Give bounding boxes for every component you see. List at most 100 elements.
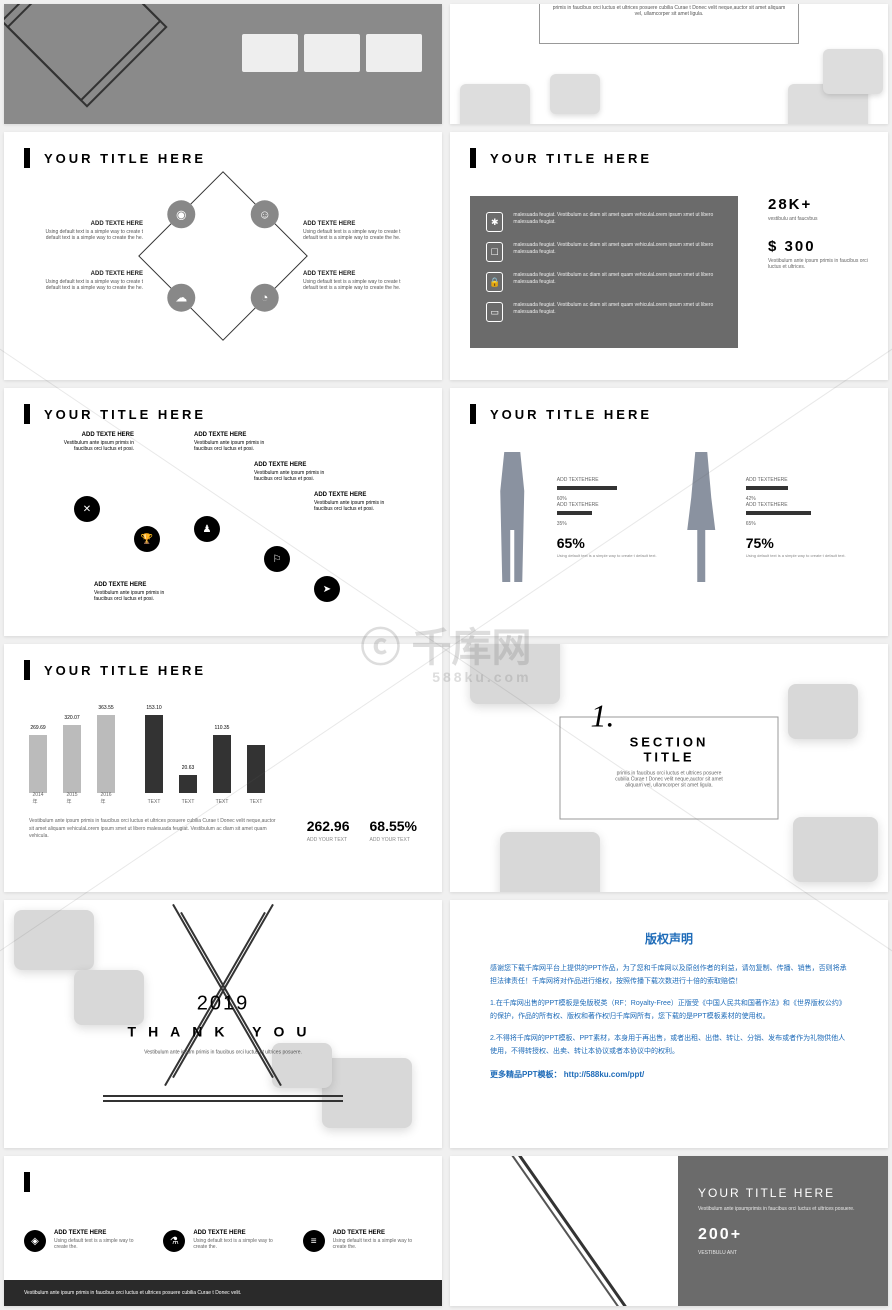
- atom-icon: ✱: [486, 212, 503, 232]
- item-desc: Using default text is a simple way to cr…: [333, 1238, 422, 1250]
- title-marker: [24, 404, 30, 424]
- copyright-paragraph: 2.不得将千库网的PPT模板、PPT素材，本身用于再出售，或者出租、出借、转让、…: [490, 1033, 848, 1058]
- stat-desc: Using default text is a simple way to cr…: [746, 553, 846, 558]
- metric-label: ADD YOUR TEXT: [370, 837, 417, 843]
- stat-label: ADD TEXTEHERE: [557, 502, 657, 508]
- title-marker: [470, 404, 476, 424]
- panel-title: YOUR TITLE HERE: [698, 1186, 868, 1200]
- info-block: ADD TEXTE HEREUsing default text is a si…: [43, 271, 143, 291]
- decorative-square: [500, 832, 600, 892]
- bordered-text-box: primis in faucibus orci luctus et ultric…: [539, 4, 799, 44]
- big-percentage: 75%: [746, 535, 846, 551]
- info-block: ADD TEXTE HERE Using default text is a si…: [43, 221, 143, 241]
- bar: 269.692014年: [29, 735, 47, 793]
- title-marker: [24, 660, 30, 680]
- thank-you-block: 2019 THANK YOU Vestibulum ante ipsum pri…: [128, 993, 319, 1056]
- label-text: Vestibulum ante ipsum primis in faucibus…: [194, 440, 284, 452]
- progress-bar: [557, 486, 617, 490]
- slide-title: YOUR TITLE HERE: [490, 407, 652, 422]
- thumbnail: [304, 34, 360, 72]
- item-heading: ADD TEXTE HERE: [54, 1230, 143, 1236]
- stat-desc: vestibulu ant faucvbus: [768, 216, 868, 222]
- user-icon: ☺: [251, 200, 279, 228]
- metric-label: ADD YOUR TEXT: [307, 837, 350, 843]
- section-number: 1.: [591, 698, 728, 735]
- stat-value: 28K+: [768, 196, 868, 213]
- item-text: malesuada feugiat. Vestibulum ac diam si…: [513, 302, 722, 322]
- timeline-label: ADD TEXTE HEREVestibulum ante ipsum prim…: [44, 432, 134, 452]
- timeline-label: ADD TEXTE HEREVestibulum ante ipsum prim…: [254, 462, 344, 482]
- slide-title: YOUR TITLE HERE: [44, 407, 206, 422]
- slide-diagonal: YOUR TITLE HERE Vestibulum ante ipsumpri…: [450, 1156, 888, 1306]
- stat-label: ADD TEXTEHERE: [746, 502, 846, 508]
- info-heading: ADD TEXTE HERE: [43, 221, 143, 227]
- decorative-square: [470, 644, 560, 704]
- female-silhouette: [681, 452, 721, 582]
- progress-bar: [557, 511, 592, 515]
- metric-block: 68.55% ADD YOUR TEXT: [370, 818, 417, 843]
- decorative-square: [322, 1058, 412, 1128]
- info-block: ADD TEXTE HEREUsing default text is a si…: [303, 221, 403, 241]
- label-heading: ADD TEXTE HERE: [44, 432, 134, 438]
- slide-diamond: YOUR TITLE HERE ADD TEXTE HERE Using defa…: [4, 132, 442, 380]
- gauge-icon: ◔: [251, 284, 279, 312]
- eye-icon: ◉: [167, 200, 195, 228]
- thumbnail: [242, 34, 298, 72]
- metric-value: 68.55%: [370, 818, 417, 834]
- person-icon: ♟: [194, 516, 220, 542]
- list-item: 🔒 malesuada feugiat. Vestibulum ac diam s…: [486, 272, 722, 292]
- male-silhouette: [492, 452, 532, 582]
- thumbnail: [366, 34, 422, 72]
- bar: 20.63TEXT: [179, 775, 197, 793]
- info-heading: ADD TEXTE HERE: [43, 271, 143, 277]
- stat-label: ADD TEXTEHERE: [557, 477, 657, 483]
- description-text: primis in faucibus orci luctus et ultric…: [553, 5, 786, 17]
- slide-copyright: 版权声明 感谢您下载千库网平台上提供的PPT作品，为了您和千库网以及原创作者的利…: [450, 900, 888, 1148]
- panel-desc: Vestibulum ante ipsumprimis in faucibus …: [698, 1206, 868, 1214]
- lock-icon: 🔒: [486, 272, 503, 292]
- dark-panel: ✱ malesuada feugiat. Vestibulum ac diam s…: [470, 196, 738, 348]
- stat-value: $ 300: [768, 238, 868, 255]
- gift-icon: ☐: [486, 242, 503, 262]
- metric-block: 262.96 ADD YOUR TEXT: [307, 818, 350, 843]
- label-heading: ADD TEXTE HERE: [194, 432, 284, 438]
- layers-icon: ≡: [303, 1230, 325, 1252]
- info-desc: Using default text is a simple way to cr…: [43, 229, 143, 241]
- list-item: ▭malesuada feugiat. Vestibulum ac diam s…: [486, 302, 722, 322]
- footer-bar: Vestibulum ante ipsum primis in faucibus…: [4, 1280, 442, 1306]
- bar: 153.10TEXT: [145, 715, 163, 793]
- decorative-square: [793, 817, 878, 882]
- label-heading: ADD TEXTE HERE: [94, 582, 184, 588]
- label-heading: ADD TEXTE HERE: [254, 462, 344, 468]
- title-block: YOUR TITLE HERE: [4, 388, 442, 432]
- title-block: YOUR TITLE HERE: [450, 388, 888, 432]
- diamond-icon: ◈: [24, 1230, 46, 1252]
- title-block: YOUR TITLE HERE: [4, 132, 442, 176]
- slide-2-partial: primis in faucibus orci luctus et ultric…: [450, 4, 888, 124]
- more-templates-link[interactable]: 更多精品PPT模板： http://588ku.com/ppt/: [490, 1069, 848, 1080]
- bar: 363.552016年: [97, 715, 115, 793]
- info-desc: Using default text is a simple way to cr…: [303, 229, 403, 241]
- trophy-icon: 🏆: [134, 526, 160, 552]
- female-stats: ADD TEXTEHERE 42% ADD TEXTEHERE 65% 75% …: [746, 477, 846, 558]
- copyright-title: 版权声明: [490, 930, 848, 947]
- decorative-square: [550, 74, 600, 114]
- decorative-square: [14, 910, 94, 970]
- title-marker: [24, 148, 30, 168]
- item-text: malesuada feugiat. Vestibulum ac diam si…: [513, 272, 722, 292]
- metric-value: 262.96: [307, 818, 350, 834]
- stat-value: 35%: [557, 521, 657, 527]
- triangle-decoration: [24, 4, 154, 84]
- label-text: Vestibulum ante ipsum primis in faucibus…: [94, 590, 184, 602]
- icon-item: ◈ ADD TEXTE HERE Using default text is a s…: [24, 1230, 143, 1252]
- info-desc: Using default text is a simple way to cr…: [303, 279, 403, 291]
- slide-body-stats: YOUR TITLE HERE ADD TEXTEHERE 60% ADD TE…: [450, 388, 888, 636]
- copyright-paragraph: 1.在千库网出售的PPT模板是免版税类（RF：Royalty-Free）正版受《…: [490, 998, 848, 1023]
- item-heading: ADD TEXTE HERE: [193, 1230, 282, 1236]
- timeline-label: ADD TEXTE HERE Vestibulum ante ipsum prim…: [94, 582, 184, 602]
- slide-bar-charts: YOUR TITLE HERE 269.692014年320.072015年36…: [4, 644, 442, 892]
- run-icon: ➤: [314, 576, 340, 602]
- item-desc: Using default text is a simple way to cr…: [54, 1238, 143, 1250]
- section-title: SECTION TITLE: [611, 735, 728, 765]
- icon-item: ≡ADD TEXTE HEREUsing default text is a s…: [303, 1230, 422, 1252]
